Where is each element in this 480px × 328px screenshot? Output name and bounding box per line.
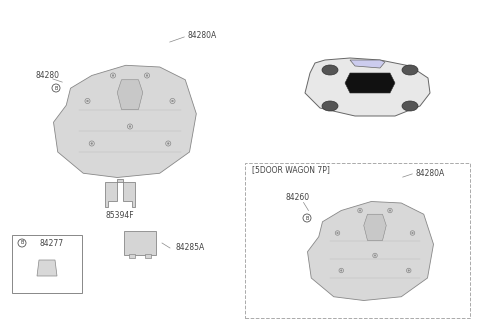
Text: 84285A: 84285A	[175, 243, 204, 253]
Circle shape	[337, 232, 338, 234]
Polygon shape	[364, 214, 386, 240]
Polygon shape	[345, 73, 395, 93]
Text: 84277: 84277	[40, 238, 64, 248]
Ellipse shape	[322, 101, 338, 111]
Bar	[145, 254, 151, 258]
Circle shape	[359, 210, 361, 211]
Polygon shape	[124, 231, 156, 255]
Circle shape	[412, 232, 413, 234]
Text: 84280: 84280	[35, 72, 59, 80]
Circle shape	[129, 126, 131, 127]
Text: 85394F: 85394F	[106, 211, 134, 219]
Circle shape	[52, 84, 60, 92]
Polygon shape	[350, 60, 385, 68]
Circle shape	[408, 270, 409, 271]
Circle shape	[168, 143, 169, 144]
Circle shape	[374, 255, 376, 256]
Circle shape	[112, 75, 114, 76]
Circle shape	[389, 210, 391, 211]
Ellipse shape	[402, 101, 418, 111]
Polygon shape	[308, 201, 433, 300]
Text: 84260: 84260	[285, 194, 309, 202]
Text: [5DOOR WAGON 7P]: [5DOOR WAGON 7P]	[252, 166, 330, 174]
Circle shape	[87, 100, 88, 102]
Bar	[129, 254, 135, 258]
Polygon shape	[105, 179, 135, 207]
Polygon shape	[37, 260, 57, 276]
Bar	[245, 163, 470, 318]
Ellipse shape	[322, 65, 338, 75]
Polygon shape	[53, 65, 196, 177]
Text: 84280A: 84280A	[188, 31, 217, 39]
Polygon shape	[305, 58, 430, 116]
Circle shape	[303, 214, 311, 222]
Text: B: B	[20, 240, 24, 245]
Circle shape	[340, 270, 342, 271]
Text: B: B	[305, 215, 309, 220]
Text: B: B	[54, 86, 58, 91]
Ellipse shape	[402, 65, 418, 75]
Circle shape	[146, 75, 148, 76]
Polygon shape	[117, 80, 143, 110]
Text: 84280A: 84280A	[415, 169, 444, 177]
Circle shape	[18, 239, 26, 247]
Circle shape	[172, 100, 173, 102]
Circle shape	[91, 143, 93, 144]
Bar	[12, 235, 82, 293]
